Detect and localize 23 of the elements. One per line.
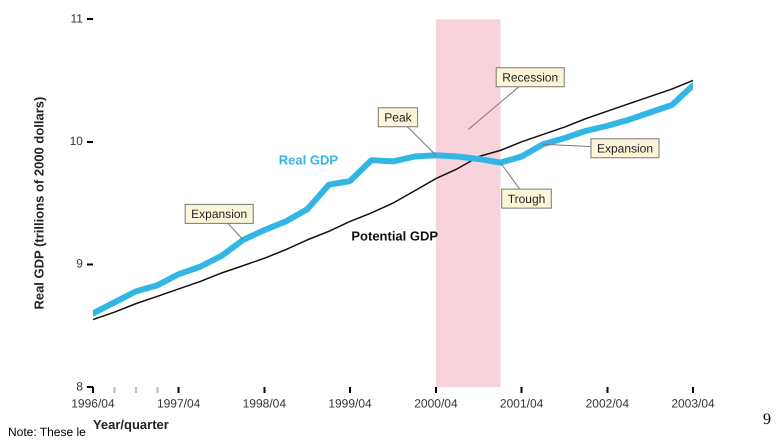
y-tick-label: 8 bbox=[76, 379, 84, 394]
y-axis-title: Real GDP (trillions of 2000 dollars) bbox=[31, 96, 46, 310]
band-label: Recession bbox=[502, 70, 558, 85]
series-label: Real GDP bbox=[278, 152, 338, 168]
y-tick-label: 11 bbox=[70, 12, 84, 26]
x-tick-label: 2002/04 bbox=[586, 396, 630, 411]
annotation: Trough bbox=[508, 192, 546, 206]
x-tick-label: 2001/04 bbox=[500, 396, 544, 411]
series-label: Potential GDP bbox=[351, 228, 438, 244]
y-tick-label: 9 bbox=[76, 256, 84, 271]
x-tick-label: 1997/04 bbox=[156, 396, 201, 411]
text: Note: These le bbox=[8, 425, 86, 439]
x-tick-label: 2000/04 bbox=[414, 396, 458, 411]
x-tick-label: 1996/04 bbox=[71, 396, 115, 411]
x-tick-label: 1999/04 bbox=[328, 396, 372, 411]
x-axis-title: Year/quarter bbox=[92, 416, 169, 432]
annotation: Expansion bbox=[191, 207, 248, 222]
annotation: Expansion bbox=[596, 142, 654, 156]
x-tick-label: 2003/04 bbox=[671, 396, 716, 411]
x-tick-label: 1998/04 bbox=[242, 396, 286, 411]
annotation: Peak bbox=[384, 110, 413, 125]
text: 9 bbox=[763, 411, 771, 429]
y-tick-label: 10 bbox=[70, 134, 84, 148]
